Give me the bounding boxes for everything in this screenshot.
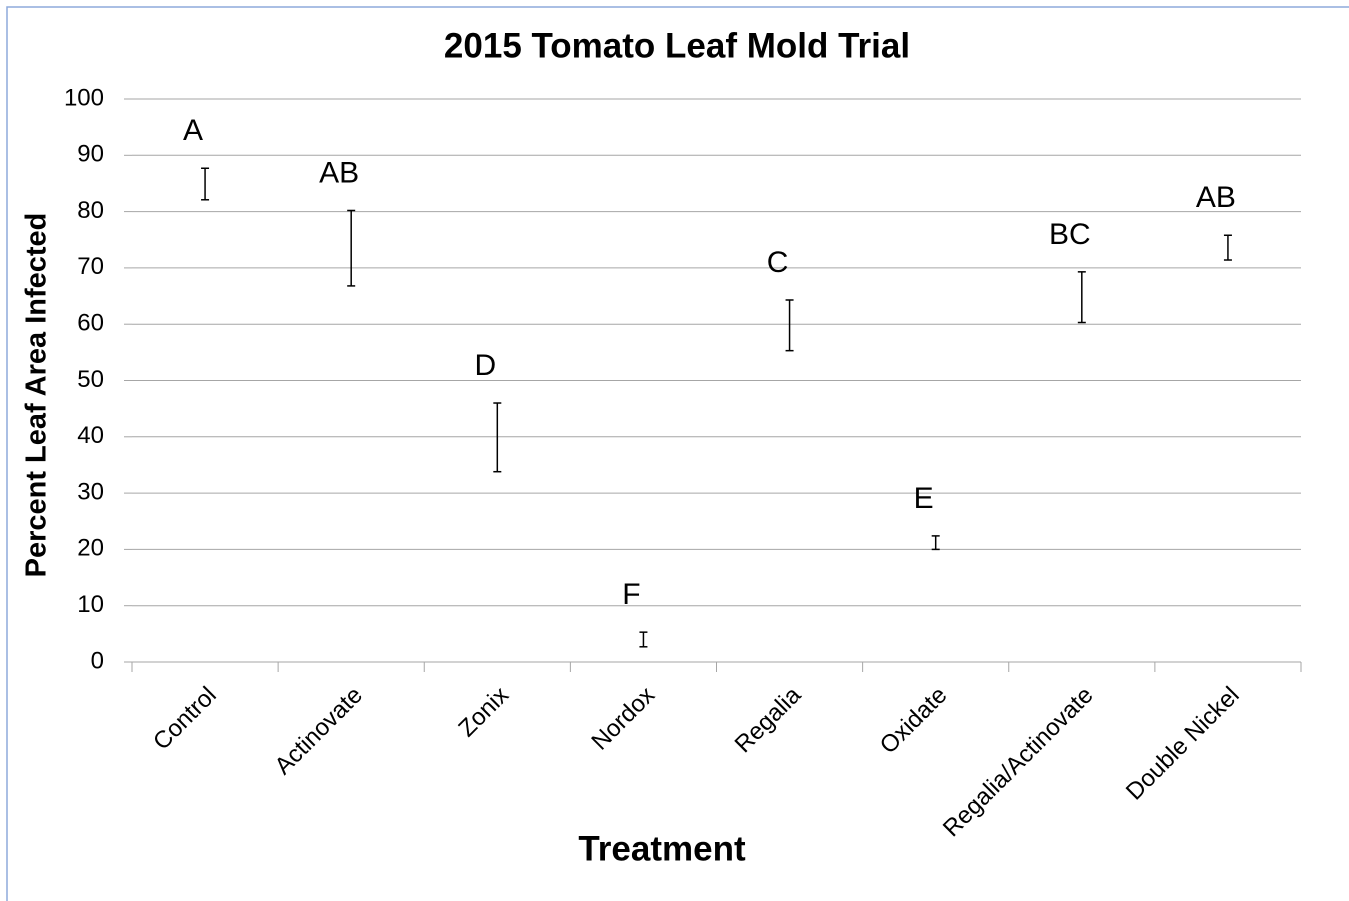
x-tick-label: Actinovate (270, 682, 368, 780)
annotation: E (914, 482, 934, 515)
y-tick-label: 60 (77, 310, 104, 337)
error-bar (1223, 234, 1232, 261)
y-tick-label: 50 (77, 366, 104, 393)
annotation: F (622, 578, 640, 611)
x-tick-label: Zonix (453, 682, 514, 743)
x-tick-label: Regalia/Actinovate (938, 682, 1099, 843)
error-bar (201, 167, 210, 201)
error-bar (493, 402, 502, 473)
error-bar (785, 299, 794, 352)
x-tick-label: Nordox (586, 682, 660, 756)
annotation: AB (1196, 181, 1236, 214)
y-axis-title: Percent Leaf Area Infected (21, 213, 53, 578)
chart-title: 2015 Tomato Leaf Mold Trial (444, 26, 910, 65)
error-bar (1077, 271, 1086, 324)
annotation: AB (319, 156, 359, 189)
y-tick-label: 100 (64, 84, 104, 111)
error-bar (639, 631, 648, 648)
chart-border (6, 6, 1349, 901)
y-tick-label: 70 (77, 253, 104, 280)
y-tick-label: 40 (77, 422, 104, 449)
x-axis-title: Treatment (578, 829, 746, 868)
y-tick-label: 90 (77, 141, 104, 168)
x-tick-label: Control (148, 682, 222, 756)
y-tick-label: 10 (77, 591, 104, 618)
error-bar (347, 209, 356, 287)
y-tick-label: 80 (77, 197, 104, 224)
error-bar (931, 535, 940, 551)
annotation: C (767, 246, 789, 279)
annotation: A (183, 114, 203, 147)
x-tick-label: Regalia (730, 681, 807, 758)
y-tick-label: 30 (77, 478, 104, 505)
y-tick-label: 0 (91, 647, 104, 674)
annotation: D (474, 349, 496, 382)
annotation: BC (1049, 218, 1091, 251)
x-tick-label: Oxidate (875, 682, 953, 760)
x-tick-label: Double Nickel (1121, 682, 1245, 806)
y-tick-label: 20 (77, 535, 104, 562)
